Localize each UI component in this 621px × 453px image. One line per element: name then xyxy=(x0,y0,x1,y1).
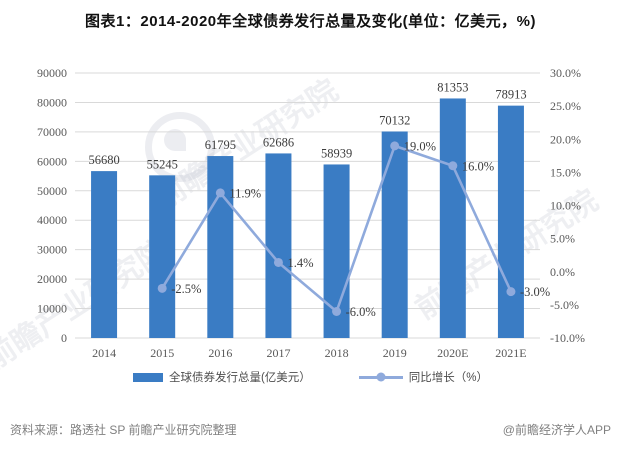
svg-text:90000: 90000 xyxy=(37,66,67,80)
bar-series: 56680 55245 61795 62686 58939 70132 81353 78913 xyxy=(88,80,527,339)
legend-label-total: 全球债券发行总量(亿美元） xyxy=(168,372,311,384)
axis-ticks: 90000 80000 70000 60000 50000 40000 30000 20000… xyxy=(37,66,585,360)
svg-text:-3.0%: -3.0% xyxy=(520,285,550,299)
svg-text:15.0%: 15.0% xyxy=(550,165,581,179)
svg-text:78913: 78913 xyxy=(495,88,526,102)
chart-footer: 资料来源：路透社 SP 前瞻产业研究院整理 @前瞻经济学人APP xyxy=(10,421,611,438)
svg-text:58939: 58939 xyxy=(321,146,352,160)
svg-text:-6.0%: -6.0% xyxy=(346,305,376,319)
svg-text:5.0%: 5.0% xyxy=(550,232,575,246)
svg-text:-10.0%: -10.0% xyxy=(550,331,585,345)
svg-text:50000: 50000 xyxy=(37,184,67,198)
svg-text:2021E: 2021E xyxy=(495,346,526,360)
svg-text:19.0%: 19.0% xyxy=(404,139,436,153)
svg-text:80000: 80000 xyxy=(37,95,67,109)
svg-text:0: 0 xyxy=(61,331,67,345)
svg-text:-2.5%: -2.5% xyxy=(171,282,201,296)
legend-item-growth: 同比增长（%） xyxy=(358,369,489,385)
line-series: -2.5% 11.9% 1.4% -6.0% 19.0% 16.0% -3.0% xyxy=(157,139,550,319)
svg-text:10000: 10000 xyxy=(37,302,67,316)
chart-legend: 全球债券发行总量(亿美元） 同比增长（%） xyxy=(0,369,621,385)
svg-text:0.0%: 0.0% xyxy=(550,265,575,279)
svg-text:20000: 20000 xyxy=(37,272,67,286)
svg-text:1.4%: 1.4% xyxy=(287,256,313,270)
svg-text:2014: 2014 xyxy=(92,346,116,360)
svg-text:62686: 62686 xyxy=(263,135,294,149)
svg-text:-5.0%: -5.0% xyxy=(550,298,579,312)
svg-text:81353: 81353 xyxy=(437,80,468,94)
svg-text:16.0%: 16.0% xyxy=(462,159,494,173)
svg-text:10.0%: 10.0% xyxy=(550,199,581,213)
bar-series-swatch-icon xyxy=(132,372,163,382)
svg-text:2020E: 2020E xyxy=(437,346,468,360)
brand-note: @前瞻经济学人APP xyxy=(502,423,611,437)
svg-text:2016: 2016 xyxy=(208,346,232,360)
svg-text:70132: 70132 xyxy=(379,114,410,128)
svg-text:2019: 2019 xyxy=(383,346,407,360)
svg-text:2017: 2017 xyxy=(266,346,290,360)
svg-text:11.9%: 11.9% xyxy=(229,186,261,200)
svg-text:70000: 70000 xyxy=(37,125,67,139)
svg-text:61795: 61795 xyxy=(205,138,236,152)
svg-text:30.0%: 30.0% xyxy=(550,66,581,80)
line-series-swatch-icon xyxy=(358,372,403,382)
chart-canvas: 90000 80000 70000 60000 50000 40000 30000 20000… xyxy=(37,66,585,360)
legend-item-total: 全球债券发行总量(亿美元） xyxy=(132,369,311,385)
svg-text:2018: 2018 xyxy=(325,346,349,360)
svg-text:60000: 60000 xyxy=(37,154,67,168)
svg-text:20.0%: 20.0% xyxy=(550,132,581,146)
chart-title: 图表1：2014-2020年全球债券发行总量及变化(单位：亿美元，%) xyxy=(85,13,536,30)
svg-text:40000: 40000 xyxy=(37,213,67,227)
svg-text:55245: 55245 xyxy=(147,157,178,171)
svg-text:2015: 2015 xyxy=(150,346,174,360)
svg-text:30000: 30000 xyxy=(37,243,67,257)
source-note: 资料来源：路透社 SP 前瞻产业研究院整理 xyxy=(10,423,237,437)
svg-text:56680: 56680 xyxy=(88,153,119,167)
legend-label-growth: 同比增长（%） xyxy=(408,372,489,384)
svg-text:25.0%: 25.0% xyxy=(550,99,581,113)
